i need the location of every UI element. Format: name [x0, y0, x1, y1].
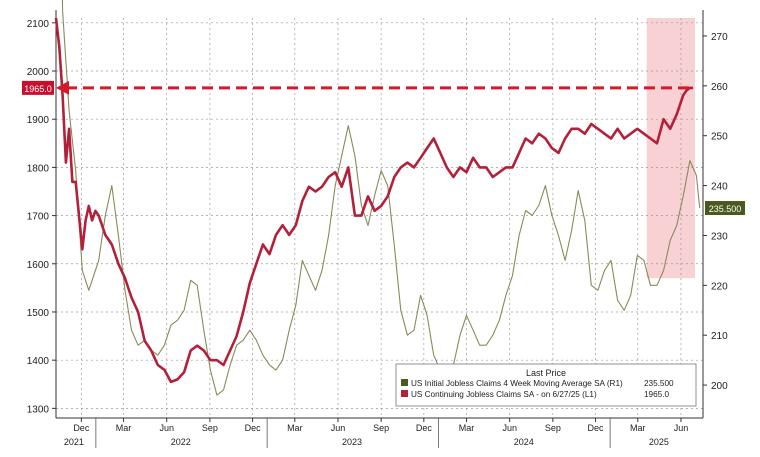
left-value-badge	[22, 80, 54, 95]
left-tick-label: 1300	[27, 404, 50, 415]
x-tick-label: Jun	[674, 423, 689, 433]
legend-swatch	[401, 379, 408, 386]
left-tick-label: 1400	[27, 356, 50, 367]
x-year-label: 2025	[649, 437, 669, 447]
right-tick-label: 240	[711, 182, 728, 193]
x-tick-label: Jun	[159, 423, 174, 433]
right-value-label: 235.500	[709, 204, 742, 214]
annotation-layer: 1965.0 235.500	[22, 80, 745, 216]
left-tick-label: 1500	[27, 308, 50, 319]
continuing-claims-line	[54, 17, 694, 384]
right-tick-label: 230	[711, 231, 728, 242]
legend-value: 235.500	[644, 379, 674, 388]
x-tick-label: Mar	[287, 423, 303, 433]
left-tick-label: 1600	[27, 260, 50, 271]
arrowhead	[56, 80, 69, 95]
x-tick-label: Sep	[545, 423, 561, 433]
axes-layer: 1300 1400 1500 1600 1700 1800 1900 2000 2100 200 2…	[27, 10, 728, 448]
legend-box	[395, 363, 697, 407]
right-tick-label: 200	[711, 381, 728, 392]
x-year-label: 2024	[514, 437, 534, 447]
x-tick-label: Mar	[116, 423, 132, 433]
x-tick-label: Mar	[459, 423, 475, 433]
x-tick-label: Jun	[331, 423, 346, 433]
x-tick-label: Sep	[373, 423, 389, 433]
grid-layer	[56, 18, 703, 418]
legend-title: Last Price	[526, 368, 566, 378]
x-year-label: 2021	[64, 437, 84, 447]
highlight-layer	[646, 18, 696, 279]
left-tick-label: 2100	[27, 19, 50, 30]
left-value-label: 1965.0	[24, 84, 52, 94]
x-year-label: 2022	[171, 437, 191, 447]
legend-label: US Continuing Jobless Claims SA - on 6/2…	[411, 390, 597, 399]
legend-value: 1965.0	[644, 390, 669, 399]
right-tick-label: 270	[711, 32, 728, 43]
highlight-region	[646, 18, 696, 279]
x-tick-label: Sep	[202, 423, 218, 433]
left-tick-label: 1700	[27, 212, 50, 223]
right-tick-label: 220	[711, 281, 728, 292]
x-tick-label: Mar	[630, 423, 646, 433]
legend-label: US Initial Jobless Claims 4 Week Moving …	[411, 379, 623, 388]
series-layer	[54, 0, 701, 396]
x-tick-label: Dec	[588, 423, 605, 433]
right-value-badge	[705, 201, 745, 216]
x-tick-label: Dec	[416, 423, 433, 433]
x-year-label: 2023	[342, 437, 362, 447]
right-tick-label: 210	[711, 331, 728, 342]
x-tick-label: Jun	[502, 423, 517, 433]
right-tick-label: 250	[711, 132, 728, 143]
legend-swatch	[401, 390, 408, 397]
x-tick-label: Dec	[245, 423, 262, 433]
left-tick-label: 1800	[27, 163, 50, 174]
left-tick-label: 2000	[27, 67, 50, 78]
x-tick-label: Dec	[73, 423, 90, 433]
right-tick-label: 260	[711, 82, 728, 93]
initial-claims-line	[61, 0, 701, 396]
left-tick-label: 1900	[27, 115, 50, 126]
